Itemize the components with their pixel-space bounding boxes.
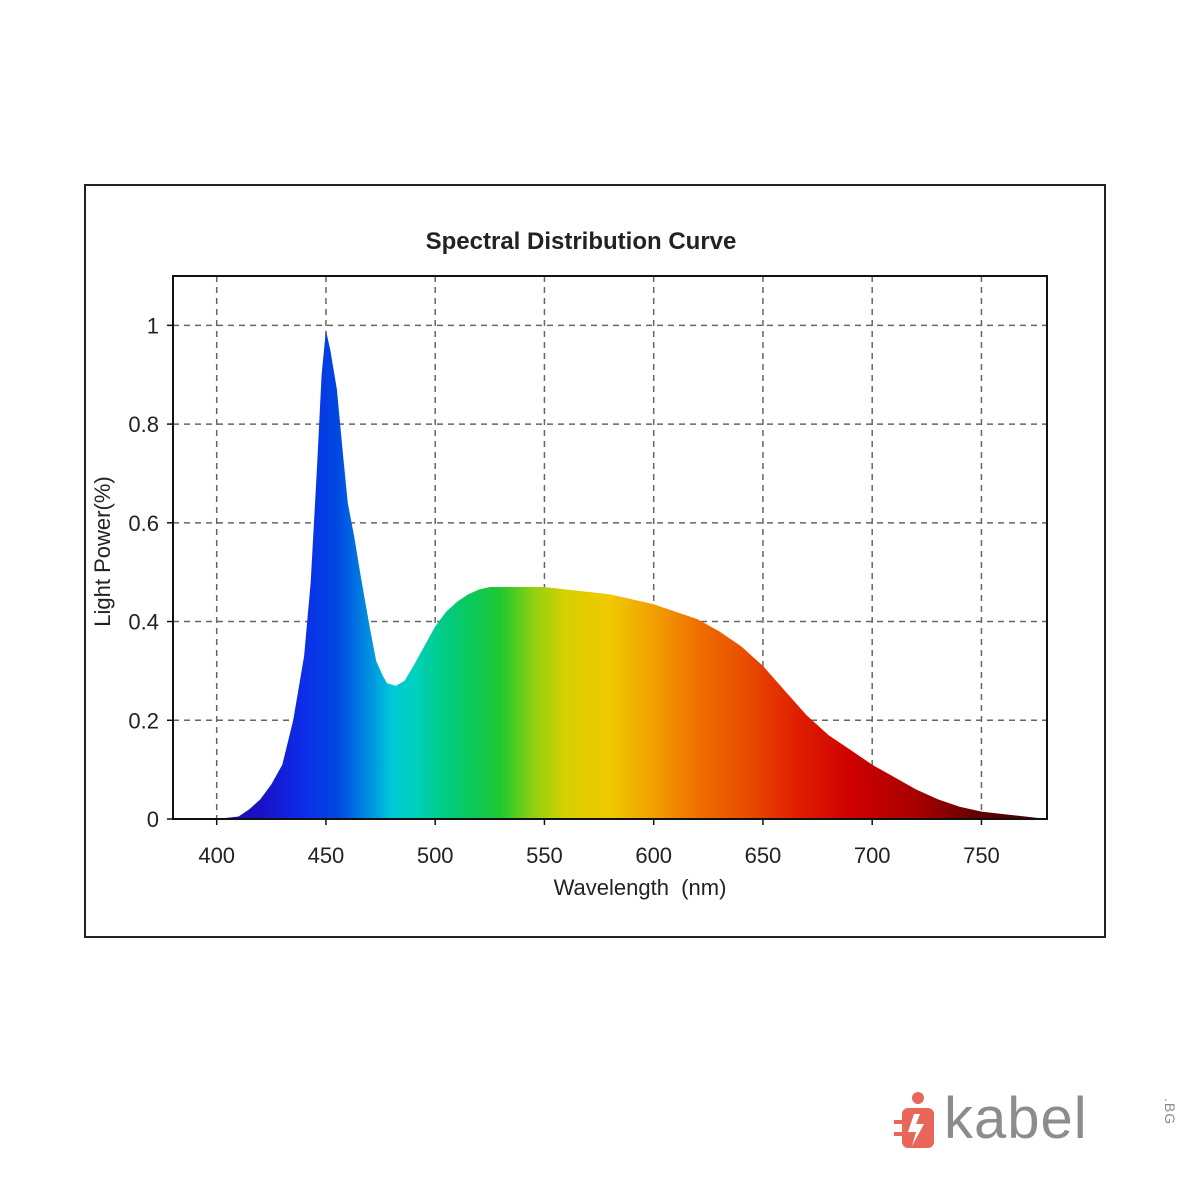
y-axis-ticks: 0 0.2 0.4 0.6 0.8 1: [128, 313, 173, 832]
spectral-chart: Spectral Distribution Curve 400 450 500 550…: [90, 228, 1048, 900]
brand-suffix: .BG: [1162, 1098, 1178, 1126]
plug-logo-icon: [894, 1092, 934, 1148]
chart-title: Spectral Distribution Curve: [426, 228, 737, 255]
x-axis-ticks: 400 450 500 550 600 650 700 750: [198, 819, 1000, 868]
y-tick-label: 0.8: [128, 412, 159, 437]
x-tick-label: 450: [308, 843, 345, 868]
y-axis-label: Light Power(%): [90, 476, 115, 626]
x-tick-label: 750: [963, 843, 1000, 868]
x-tick-label: 650: [745, 843, 782, 868]
plot-area-fill: [173, 330, 1047, 819]
plot-border: [172, 275, 1048, 820]
x-axis-label: Wavelength (nm): [554, 875, 727, 900]
y-tick-label: 0.4: [128, 610, 159, 635]
x-tick-label: 600: [635, 843, 672, 868]
y-tick-label: 0: [147, 807, 159, 832]
spectrum-area: [173, 330, 1047, 819]
chart-frame: Spectral Distribution Curve 400 450 500 550…: [84, 184, 1106, 938]
x-tick-label: 550: [526, 843, 563, 868]
brand-watermark: kabel .BG: [892, 1082, 1182, 1162]
y-tick-label: 1: [147, 313, 159, 338]
x-tick-label: 500: [417, 843, 454, 868]
x-tick-label: 400: [198, 843, 235, 868]
brand-name: kabel: [944, 1086, 1088, 1151]
x-tick-label: 700: [854, 843, 891, 868]
y-tick-label: 0.6: [128, 511, 159, 536]
y-tick-label: 0.2: [128, 708, 159, 733]
